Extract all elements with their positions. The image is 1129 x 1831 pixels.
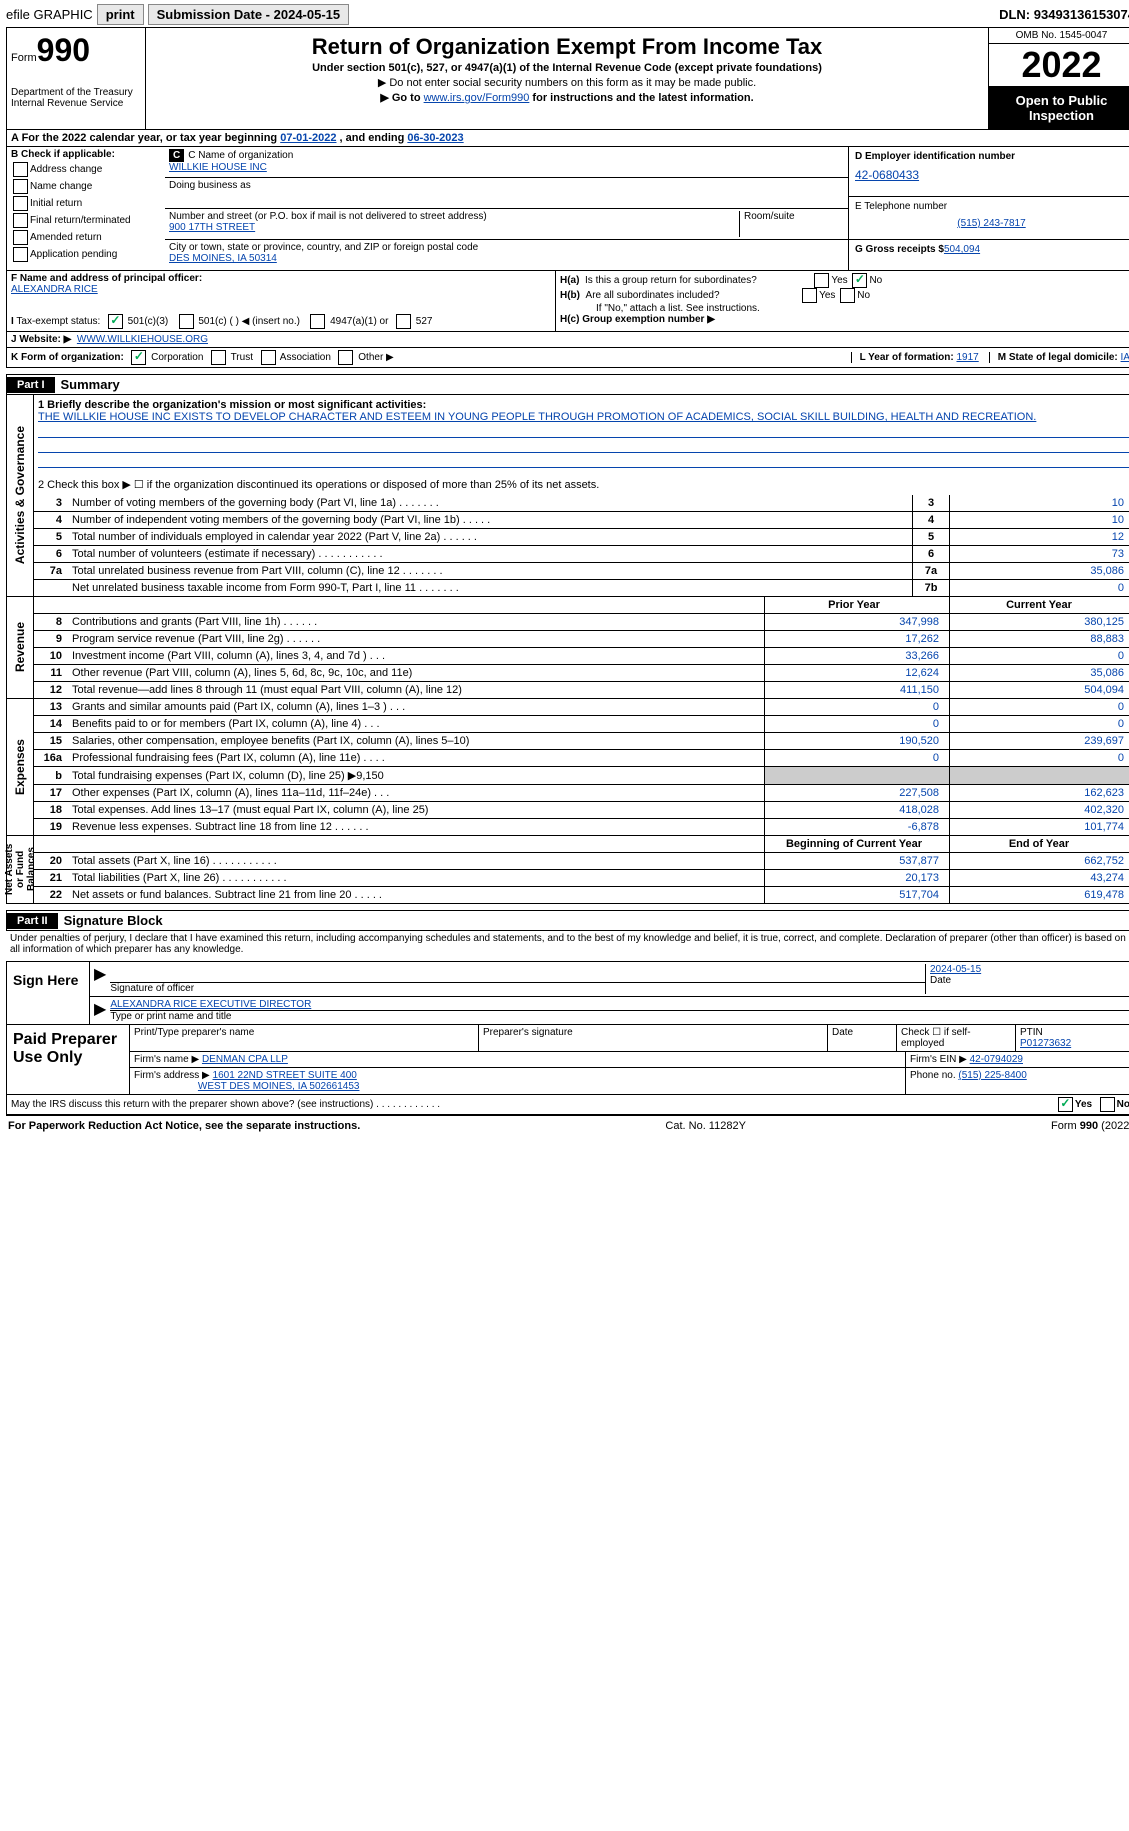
form-header: Form990 Department of the Treasury Inter… [6, 27, 1129, 130]
paid-preparer-label: Paid Preparer Use Only [7, 1025, 130, 1094]
h-a-no[interactable] [852, 273, 867, 288]
org-name: WILLKIE HOUSE INC [169, 162, 267, 173]
form-org-row: K Form of organization: Corporation Trus… [6, 348, 1129, 368]
section-f-h: F Name and address of principal officer:… [6, 271, 1129, 332]
check-applicable: B Check if applicable: Address change Na… [7, 147, 165, 270]
revenue-tab: Revenue [11, 618, 29, 676]
form-word: Form [11, 52, 37, 64]
dept-label: Department of the Treasury Internal Reve… [11, 87, 141, 109]
submission-date: Submission Date - 2024-05-15 [148, 4, 350, 25]
officer-name: ALEXANDRA RICE [11, 284, 98, 295]
section-b-c-d: B Check if applicable: Address change Na… [6, 147, 1129, 271]
gross-receipts: 504,094 [944, 244, 980, 255]
form-title: Return of Organization Exempt From Incom… [150, 34, 984, 60]
signature-block: Sign Here ▶Signature of officer2024-05-1… [6, 961, 1129, 1095]
netassets-section: Net Assets or Fund Balances Beginning of… [6, 836, 1129, 904]
netassets-tab: Net Assets or Fund Balances [2, 836, 39, 903]
gov-tab: Activities & Governance [11, 422, 29, 568]
expenses-tab: Expenses [11, 735, 29, 799]
irs-link[interactable]: www.irs.gov/Form990 [424, 92, 530, 104]
website-row: J Website: ▶ WWW.WILLKIEHOUSE.ORG [6, 332, 1129, 348]
mission-text: THE WILLKIE HOUSE INC EXISTS TO DEVELOP … [38, 411, 1129, 423]
open-inspection: Open to Public Inspection [989, 87, 1129, 129]
ein: 42-0680433 [855, 162, 1128, 192]
subtitle-3: ▶ Go to www.irs.gov/Form990 for instruct… [150, 91, 984, 104]
discuss-row: May the IRS discuss this return with the… [6, 1095, 1129, 1115]
subtitle-1: Under section 501(c), 527, or 4947(a)(1)… [150, 62, 984, 74]
part2-header: Part IISignature Block [6, 910, 1129, 931]
activities-governance: Activities & Governance 1 Briefly descri… [6, 395, 1129, 597]
501c3-checkbox[interactable] [108, 314, 123, 329]
expenses-section: Expenses 13Grants and similar amounts pa… [6, 699, 1129, 836]
website-link[interactable]: WWW.WILLKIEHOUSE.ORG [77, 334, 208, 345]
org-city: DES MOINES, IA 50314 [169, 253, 277, 264]
tax-year-line: A For the 2022 calendar year, or tax yea… [6, 130, 1129, 147]
dln: DLN: 93493136153074 [999, 7, 1129, 22]
page-footer: For Paperwork Reduction Act Notice, see … [6, 1115, 1129, 1136]
form-number: 990 [37, 32, 90, 68]
subtitle-2: ▶ Do not enter social security numbers o… [150, 76, 984, 89]
omb-number: OMB No. 1545-0047 [989, 28, 1129, 44]
org-address: 900 17TH STREET [169, 222, 255, 233]
efile-label: efile GRAPHIC [6, 7, 93, 22]
telephone: (515) 243-7817 [855, 212, 1128, 235]
tax-year: 2022 [989, 44, 1129, 87]
part1-header: Part ISummary [6, 374, 1129, 395]
sign-here-label: Sign Here [7, 962, 90, 1024]
print-button[interactable]: print [97, 4, 144, 25]
top-toolbar: efile GRAPHIC print Submission Date - 20… [6, 4, 1129, 25]
revenue-section: Revenue Prior YearCurrent Year8Contribut… [6, 597, 1129, 699]
perjury-text: Under penalties of perjury, I declare th… [6, 931, 1129, 957]
